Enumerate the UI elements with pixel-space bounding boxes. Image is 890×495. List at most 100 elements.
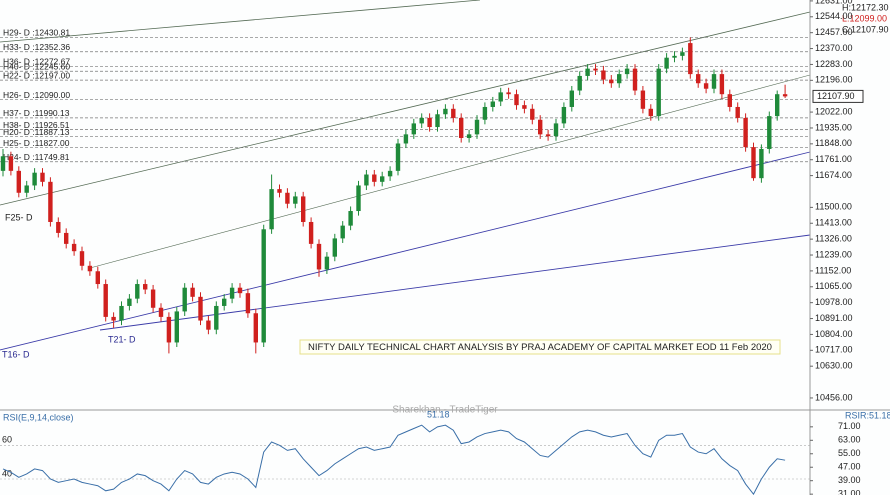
left-tick-label: 40 [2, 468, 12, 478]
candle-body [419, 117, 424, 124]
candle-body [229, 287, 235, 299]
level-label: H38- D :11926.51 [3, 120, 70, 130]
y-tick-label: 12196.00 [815, 75, 853, 85]
y-tick-label: 10804.00 [815, 329, 853, 339]
candle-body [664, 57, 669, 69]
y-tick-label: 55.00 [838, 448, 861, 458]
candle-body [48, 181, 53, 222]
y-tick-label: 12283.00 [815, 59, 853, 69]
candle-body [759, 148, 764, 179]
candle-body [0, 156, 6, 171]
candle-body [198, 296, 203, 321]
y-tick-label: 12457.00 [815, 27, 853, 37]
y-tick-label: 47.00 [838, 462, 861, 472]
candle-body [585, 68, 590, 76]
candle-body [119, 305, 124, 321]
candle-body [719, 74, 725, 95]
candle-body [775, 94, 780, 117]
y-tick-label: 11500.00 [815, 202, 852, 212]
level-label: H36- D :12272.67 [3, 57, 70, 67]
last-price-box [812, 89, 864, 103]
candle-body [143, 284, 148, 290]
candle-body [348, 211, 353, 226]
candle-body [601, 70, 606, 80]
ohlc-readout: C:12107.90 [842, 24, 889, 34]
y-tick-label: 12022.00 [815, 106, 853, 116]
candle-body [530, 108, 535, 120]
rsi-peak-label: 51.18 [427, 409, 450, 419]
y-tick-label: 11413.00 [815, 218, 852, 228]
candle-body [277, 189, 282, 193]
y-tick-label: 11239.00 [815, 249, 852, 259]
candle-body [135, 284, 140, 299]
candle-body [624, 68, 630, 75]
candle-body [79, 251, 85, 266]
y-tick-label: 12631.00 [815, 0, 853, 5]
level-label: H24- D :11749.81 [3, 152, 70, 162]
candle-body [474, 119, 480, 135]
annotation: F25- D [5, 212, 33, 222]
level-label: H33- D :12352.36 [3, 42, 70, 52]
trend-line [0, 0, 481, 43]
candle-body [356, 185, 361, 212]
candle-body [498, 92, 503, 102]
y-tick-label: 10630.00 [815, 361, 853, 371]
candle-body [617, 74, 622, 84]
y-tick-label: 11761.00 [815, 154, 852, 164]
candle-body [16, 170, 21, 193]
candle-body [735, 106, 740, 118]
candle-body [372, 174, 377, 182]
y-tick-label: 31.00 [838, 489, 861, 495]
candle-body [703, 83, 709, 89]
last-price-label: 12107.90 [817, 91, 855, 101]
y-tick-label: 10717.00 [815, 345, 853, 355]
y-tick-label: 11935.00 [815, 122, 852, 132]
trend-line [0, 11, 811, 206]
candle-body [340, 225, 345, 239]
level-label: H25- D :11827.00 [3, 138, 70, 148]
candle-body [71, 243, 77, 252]
candle-body [514, 94, 519, 106]
y-tick-label: 10456.00 [815, 392, 853, 402]
candle-body [648, 108, 653, 117]
candle-body [95, 271, 100, 285]
candle-body [150, 289, 156, 308]
candle-body [214, 305, 219, 330]
candle-body [459, 117, 464, 139]
y-tick-label: 11152.00 [815, 265, 851, 275]
candle-body [253, 313, 258, 343]
candle-body [696, 74, 701, 84]
candle-body [8, 156, 14, 171]
level-label: H20- D :11887.13 [3, 127, 70, 137]
candle-body [111, 316, 116, 321]
candle-body [308, 221, 314, 244]
annotation: T16- D [2, 349, 30, 359]
y-tick-label: 10891.00 [815, 313, 853, 323]
candle-body [87, 265, 93, 272]
candle-body [56, 221, 61, 233]
y-tick-label: 12544.00 [815, 11, 853, 21]
candle-body [743, 117, 748, 148]
candle-body [387, 170, 393, 177]
candle-body [269, 189, 274, 230]
candle-body [609, 79, 614, 84]
candle-body [245, 293, 251, 314]
y-tick-label: 10978.00 [815, 297, 853, 307]
candle-body [206, 320, 211, 330]
candle-body [237, 287, 243, 294]
candle-body [545, 134, 551, 137]
candle-body [593, 68, 598, 71]
candle-body [443, 108, 448, 115]
candle-body [24, 185, 29, 193]
candle-body [324, 256, 330, 270]
level-label: H22- D :12197.00 [3, 70, 70, 80]
candle-body [182, 287, 187, 312]
title-box [299, 339, 781, 355]
candle-body [640, 90, 646, 109]
candle-body [364, 174, 369, 186]
candle-body [538, 119, 543, 135]
candle-body [103, 284, 108, 317]
left-tick-label: 60 [2, 435, 12, 445]
